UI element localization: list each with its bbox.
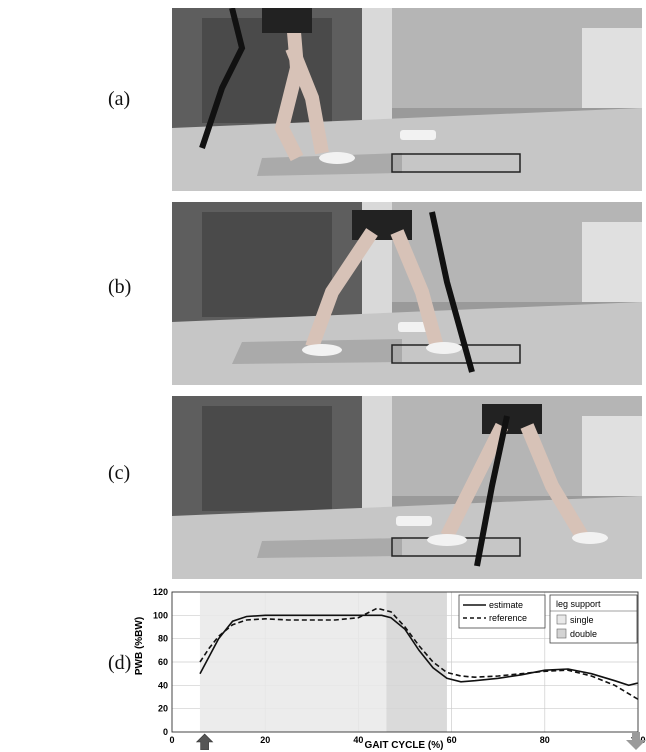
y-tick-label: 20 — [158, 704, 168, 714]
legend-support: leg support single double — [549, 594, 638, 644]
support-region-single — [199, 592, 387, 732]
panel-label-b: (b) — [108, 276, 132, 298]
legend-single-label: single — [570, 615, 594, 625]
gait-photo-a — [172, 8, 642, 191]
series-reference — [199, 607, 639, 700]
x-tick-label: 40 — [353, 735, 363, 745]
legend-estimate: estimate — [489, 600, 523, 610]
y-tick-label: 80 — [158, 634, 168, 644]
x-tick-label: 20 — [260, 735, 270, 745]
x-tick-label: 80 — [540, 735, 550, 745]
panel-label-c: (c) — [108, 462, 131, 484]
pwb-chart: 020406080100020406080100120 PWB (%BW) GA… — [134, 587, 646, 750]
y-tick-label: 0 — [163, 727, 168, 737]
y-tick-label: 100 — [153, 610, 168, 620]
y-axis-label: PWB (%BW) — [134, 617, 145, 675]
panel-label-d: (d) — [108, 652, 132, 674]
legend-lines: estimate reference — [458, 594, 546, 629]
legend-support-title: leg support — [556, 599, 601, 609]
y-tick-label: 60 — [158, 657, 168, 667]
support-region-double — [386, 592, 447, 732]
series-estimate — [199, 614, 639, 687]
corner-arrow-icon — [626, 732, 646, 750]
legend-reference: reference — [489, 613, 527, 623]
plot-frame — [171, 591, 639, 733]
heel-strike-arrow-icon — [195, 733, 214, 750]
x-tick-label: 0 — [169, 735, 174, 745]
legend-single-swatch — [556, 614, 567, 625]
gait-photo-b — [172, 202, 642, 385]
legend-double-swatch — [556, 628, 567, 639]
panel-label-a: (a) — [108, 88, 131, 110]
y-tick-label: 120 — [153, 587, 168, 597]
y-tick-label: 40 — [158, 680, 168, 690]
x-tick-label: 60 — [447, 735, 457, 745]
gait-photo-c — [172, 396, 642, 579]
x-axis-label: GAIT CYCLE (%) — [365, 740, 444, 750]
legend-double-label: double — [570, 629, 597, 639]
heel-strike-arrow-shape — [195, 733, 214, 750]
